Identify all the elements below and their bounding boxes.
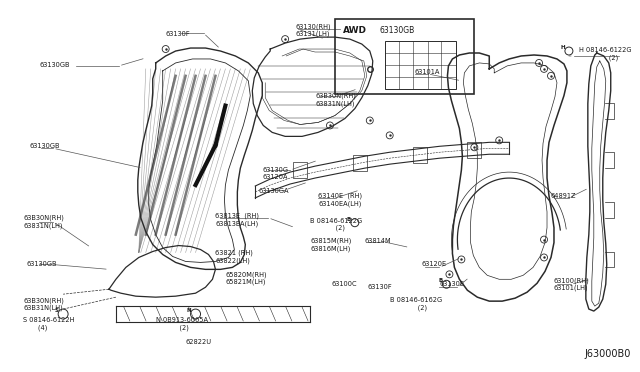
Text: 63130G
63120A: 63130G 63120A xyxy=(262,167,288,180)
Text: 63821 (RH)
63822(LH): 63821 (RH) 63822(LH) xyxy=(216,250,253,263)
Text: 63140E  (RH)
63140EA(LH): 63140E (RH) 63140EA(LH) xyxy=(318,193,362,207)
Text: 63130GB: 63130GB xyxy=(39,62,70,68)
Text: 62822U: 62822U xyxy=(186,339,212,345)
Text: 63130GB: 63130GB xyxy=(380,26,415,35)
Text: AWD: AWD xyxy=(343,26,367,35)
Text: 63B30N(RH)
63831N(LH): 63B30N(RH) 63831N(LH) xyxy=(23,215,64,229)
Text: N: N xyxy=(187,308,191,313)
Text: 63130F: 63130F xyxy=(368,284,392,290)
Bar xyxy=(293,162,307,178)
Text: 63130GB: 63130GB xyxy=(26,262,57,267)
Text: 63130GA: 63130GA xyxy=(259,188,289,194)
Text: 63130F: 63130F xyxy=(166,31,190,37)
Text: B: B xyxy=(347,217,351,222)
Text: 64891Z: 64891Z xyxy=(551,193,577,199)
Text: J63000B0: J63000B0 xyxy=(584,349,630,359)
Bar xyxy=(385,41,456,89)
Text: B 08146-6122G
            (2): B 08146-6122G (2) xyxy=(310,218,362,231)
Bar xyxy=(335,19,474,94)
Text: N 0B913-6065A
           (2): N 0B913-6065A (2) xyxy=(156,317,208,330)
Text: 63813E  (RH)
63813EA(LH): 63813E (RH) 63813EA(LH) xyxy=(216,213,259,227)
Text: B 08146-6162G
             (2): B 08146-6162G (2) xyxy=(390,297,442,311)
Bar xyxy=(413,147,426,163)
Text: B: B xyxy=(438,278,443,283)
Text: 63B30N(RH)
63831N(LH): 63B30N(RH) 63831N(LH) xyxy=(315,93,356,107)
Text: H: H xyxy=(561,45,566,50)
Text: 63100C: 63100C xyxy=(332,281,358,287)
Text: H 08146-6122G
              (2): H 08146-6122G (2) xyxy=(579,47,632,61)
Text: 63101A: 63101A xyxy=(415,69,440,75)
Text: S: S xyxy=(54,308,58,313)
Text: 63130GB: 63130GB xyxy=(29,143,60,149)
Text: 63130(RH)
63131(LH): 63130(RH) 63131(LH) xyxy=(295,23,331,37)
Text: 63814M: 63814M xyxy=(365,238,392,244)
Text: 63130E: 63130E xyxy=(440,281,465,287)
Text: S 08146-6122H
       (4): S 08146-6122H (4) xyxy=(23,317,75,330)
Text: 65820M(RH)
65821M(LH): 65820M(RH) 65821M(LH) xyxy=(225,271,267,285)
Bar xyxy=(353,155,367,171)
Text: 63815M(RH)
63816M(LH): 63815M(RH) 63816M(LH) xyxy=(310,238,351,251)
Text: 63100(RH)
63101(LH): 63100(RH) 63101(LH) xyxy=(554,277,589,291)
Text: 63120E: 63120E xyxy=(422,262,447,267)
Bar xyxy=(467,142,481,158)
Text: 63B30N(RH)
63B31N(LH): 63B30N(RH) 63B31N(LH) xyxy=(23,297,64,311)
